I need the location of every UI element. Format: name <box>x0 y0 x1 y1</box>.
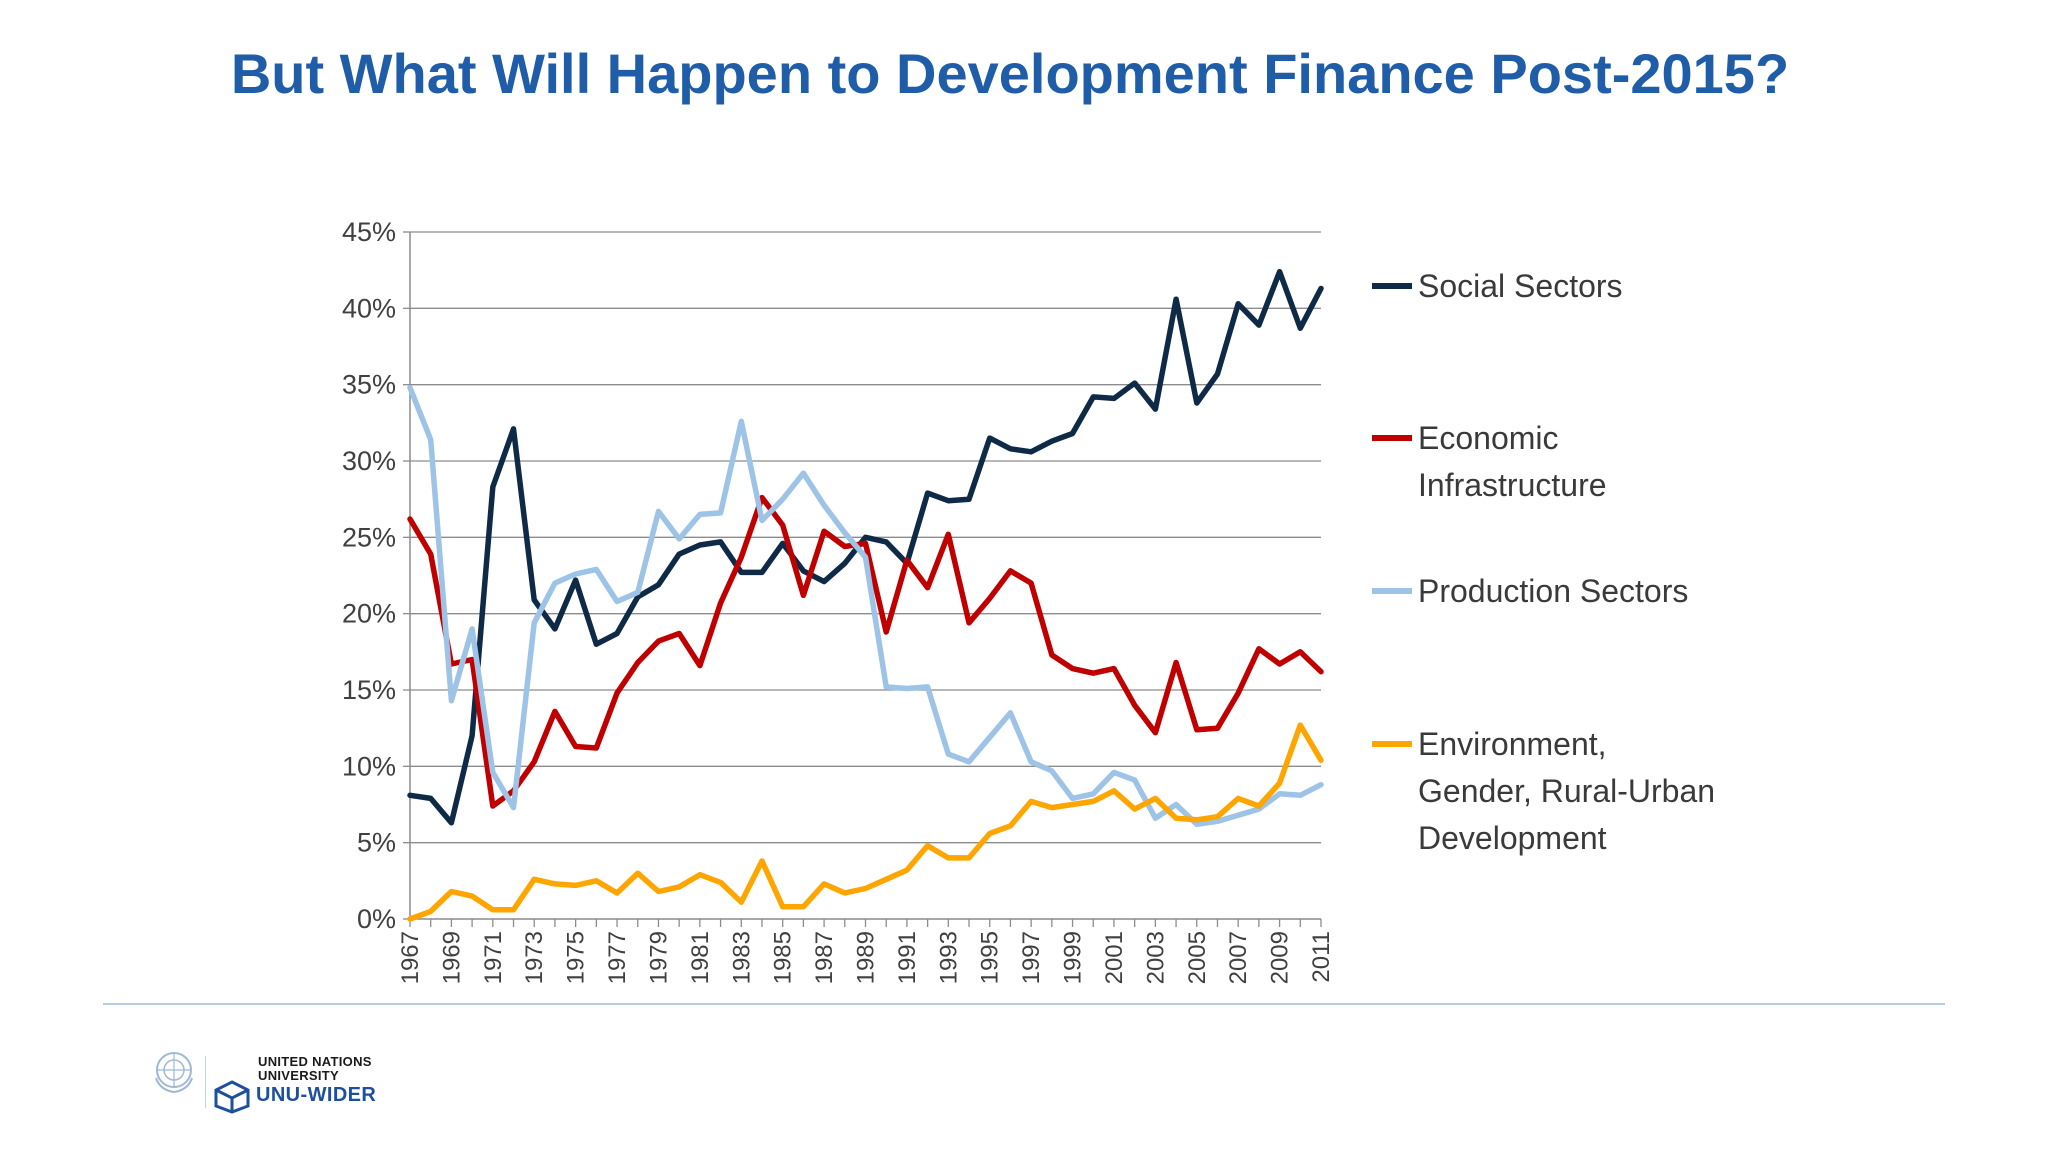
x-tick-label: 1981 <box>687 931 714 984</box>
logo-text-university: UNIVERSITY <box>258 1068 340 1083</box>
footer-divider <box>103 1003 1945 1005</box>
x-tick-label: 1969 <box>438 931 465 984</box>
series-lines <box>407 268 1324 922</box>
y-tick-label: 25% <box>342 522 396 552</box>
legend: Social Sectors Economic Infrastructure Prod… <box>1372 268 1715 856</box>
x-tick-label: 1989 <box>853 931 880 984</box>
x-tick-label: 2011 <box>1308 931 1335 983</box>
y-tick-label: 15% <box>342 675 396 705</box>
x-tick-label: 1983 <box>728 931 755 984</box>
series-line <box>407 722 1324 922</box>
logo-text-united-nations: UNITED NATIONS <box>258 1054 372 1069</box>
legend-label: Social Sectors <box>1418 268 1623 304</box>
legend-label: Production Sectors <box>1418 573 1688 609</box>
series-line <box>407 384 1324 828</box>
x-tick-label: 1971 <box>480 931 507 984</box>
logo-text-unu-wider: UNU-WIDER <box>256 1084 377 1106</box>
x-tick-label: 2007 <box>1225 931 1252 984</box>
x-tick-label: 1995 <box>977 931 1004 984</box>
unu-cube-icon <box>214 1080 250 1114</box>
x-tick-label: 1991 <box>894 931 921 984</box>
legend-label: Infrastructure <box>1418 467 1607 503</box>
x-tick-label: 2005 <box>1184 931 1211 984</box>
series-line <box>407 268 1324 826</box>
x-tick-label: 1985 <box>770 931 797 984</box>
y-tick-label: 0% <box>357 904 396 934</box>
logo-divider <box>205 1056 206 1108</box>
legend-label: Development <box>1418 820 1607 856</box>
y-tick-label: 10% <box>342 751 396 781</box>
x-tick-label: 1999 <box>1060 931 1087 984</box>
legend-label: Economic <box>1418 420 1559 456</box>
x-tick-label: 2009 <box>1267 931 1294 984</box>
x-tick-label: 1975 <box>563 931 590 984</box>
legend-label: Gender, Rural-Urban <box>1418 773 1715 809</box>
x-tick-label: 1997 <box>1018 931 1045 984</box>
x-tick-label: 1979 <box>645 931 672 984</box>
series-line <box>407 494 1324 809</box>
x-tick-label: 1967 <box>397 931 424 984</box>
y-tick-label: 40% <box>342 293 396 323</box>
unu-wider-logo: UNITED NATIONS UNIVERSITY UNU-WIDER <box>150 1048 410 1118</box>
slide-title: But What Will Happen to Development Fina… <box>230 42 1790 105</box>
x-tick-label: 1987 <box>811 931 838 984</box>
un-emblem-icon <box>155 1052 193 1094</box>
y-tick-label: 5% <box>357 828 396 858</box>
y-tick-label: 45% <box>342 217 396 247</box>
axes: 0% 5% 10% 15% 20% 25% 30% 35% 40% 45% 1967 1969 1971… <box>342 217 1335 984</box>
y-tick-label: 20% <box>342 599 396 629</box>
x-tick-label: 2001 <box>1101 931 1128 984</box>
x-tick-label: 2003 <box>1142 931 1169 984</box>
legend-label: Environment, <box>1418 726 1607 762</box>
x-tick-label: 1973 <box>521 931 548 984</box>
y-tick-label: 30% <box>342 446 396 476</box>
x-tick-label: 1993 <box>935 931 962 984</box>
x-tick-label: 1977 <box>604 931 631 984</box>
y-tick-label: 35% <box>342 370 396 400</box>
